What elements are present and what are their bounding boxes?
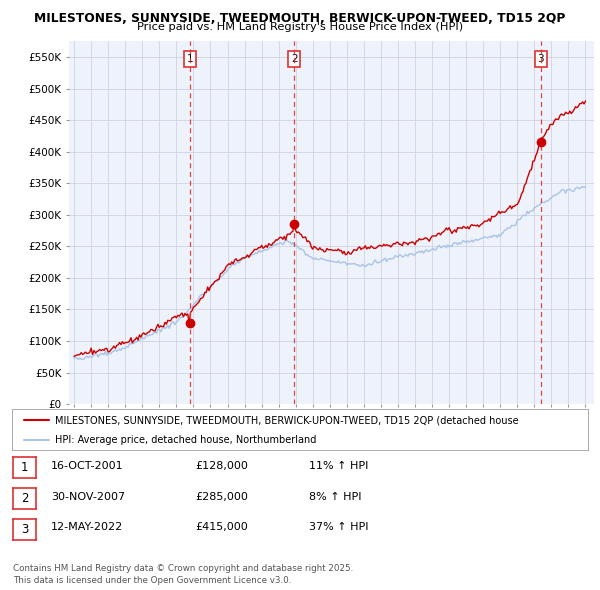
Text: 2: 2 [291, 54, 298, 64]
Text: 12-MAY-2022: 12-MAY-2022 [51, 523, 123, 532]
Text: 3: 3 [21, 523, 28, 536]
Text: Contains HM Land Registry data © Crown copyright and database right 2025.
This d: Contains HM Land Registry data © Crown c… [13, 565, 353, 585]
Text: 1: 1 [21, 461, 28, 474]
Text: 30-NOV-2007: 30-NOV-2007 [51, 492, 125, 502]
Text: 37% ↑ HPI: 37% ↑ HPI [309, 523, 368, 532]
Text: 1: 1 [187, 54, 193, 64]
Text: £128,000: £128,000 [195, 461, 248, 471]
Text: 2: 2 [21, 492, 28, 505]
Text: 11% ↑ HPI: 11% ↑ HPI [309, 461, 368, 471]
Text: 8% ↑ HPI: 8% ↑ HPI [309, 492, 361, 502]
Text: Price paid vs. HM Land Registry's House Price Index (HPI): Price paid vs. HM Land Registry's House … [137, 22, 463, 32]
Text: 16-OCT-2001: 16-OCT-2001 [51, 461, 124, 471]
Text: 3: 3 [538, 54, 544, 64]
Text: £415,000: £415,000 [195, 523, 248, 532]
Text: MILESTONES, SUNNYSIDE, TWEEDMOUTH, BERWICK-UPON-TWEED, TD15 2QP (detached house: MILESTONES, SUNNYSIDE, TWEEDMOUTH, BERWI… [55, 415, 519, 425]
Text: HPI: Average price, detached house, Northumberland: HPI: Average price, detached house, Nort… [55, 435, 317, 444]
Text: £285,000: £285,000 [195, 492, 248, 502]
Text: MILESTONES, SUNNYSIDE, TWEEDMOUTH, BERWICK-UPON-TWEED, TD15 2QP: MILESTONES, SUNNYSIDE, TWEEDMOUTH, BERWI… [34, 12, 566, 25]
